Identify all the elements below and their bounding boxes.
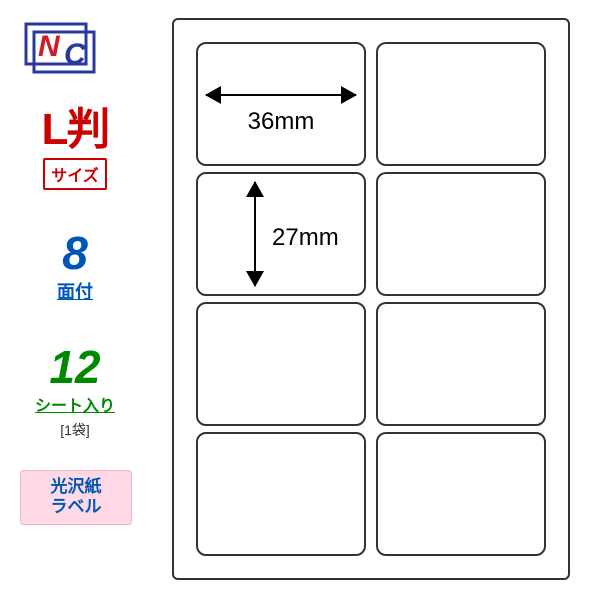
label-cell xyxy=(376,172,546,296)
label-cell xyxy=(376,42,546,166)
label-cell xyxy=(196,302,366,426)
height-label: 27mm xyxy=(272,224,339,252)
sheets-count: 12 xyxy=(20,344,130,390)
svg-text:N: N xyxy=(38,30,61,63)
label-sheet-diagram: 36mm 27mm xyxy=(172,18,570,580)
width-label: 36mm xyxy=(206,108,356,136)
glossy-line1: 光沢紙 xyxy=(25,477,127,497)
cell-grid: 36mm 27mm xyxy=(196,42,546,556)
label-cell xyxy=(376,302,546,426)
width-dimension: 36mm xyxy=(206,84,356,106)
sheets-pack: [1袋] xyxy=(20,420,130,440)
svg-text:C: C xyxy=(64,38,87,71)
sheets-label: シート入り xyxy=(20,392,130,416)
label-cell: 36mm xyxy=(196,42,366,166)
size-main: L判 xyxy=(20,108,130,152)
faces-count: 8 xyxy=(20,230,130,276)
label-cell xyxy=(376,432,546,556)
faces-block: 8 面付 xyxy=(20,230,130,304)
glossy-line2: ラベル xyxy=(25,497,127,517)
size-sub: サイズ xyxy=(43,158,107,190)
label-cell: 27mm xyxy=(196,172,366,296)
brand-logo: N C xyxy=(20,18,100,74)
glossy-badge: 光沢紙 ラベル xyxy=(20,470,132,525)
label-cell xyxy=(196,432,366,556)
faces-label: 面付 xyxy=(20,278,130,304)
size-block: L判 サイズ xyxy=(20,108,130,190)
sheets-block: 12 シート入り [1袋] xyxy=(20,344,130,440)
height-dimension: 27mm xyxy=(244,182,266,286)
